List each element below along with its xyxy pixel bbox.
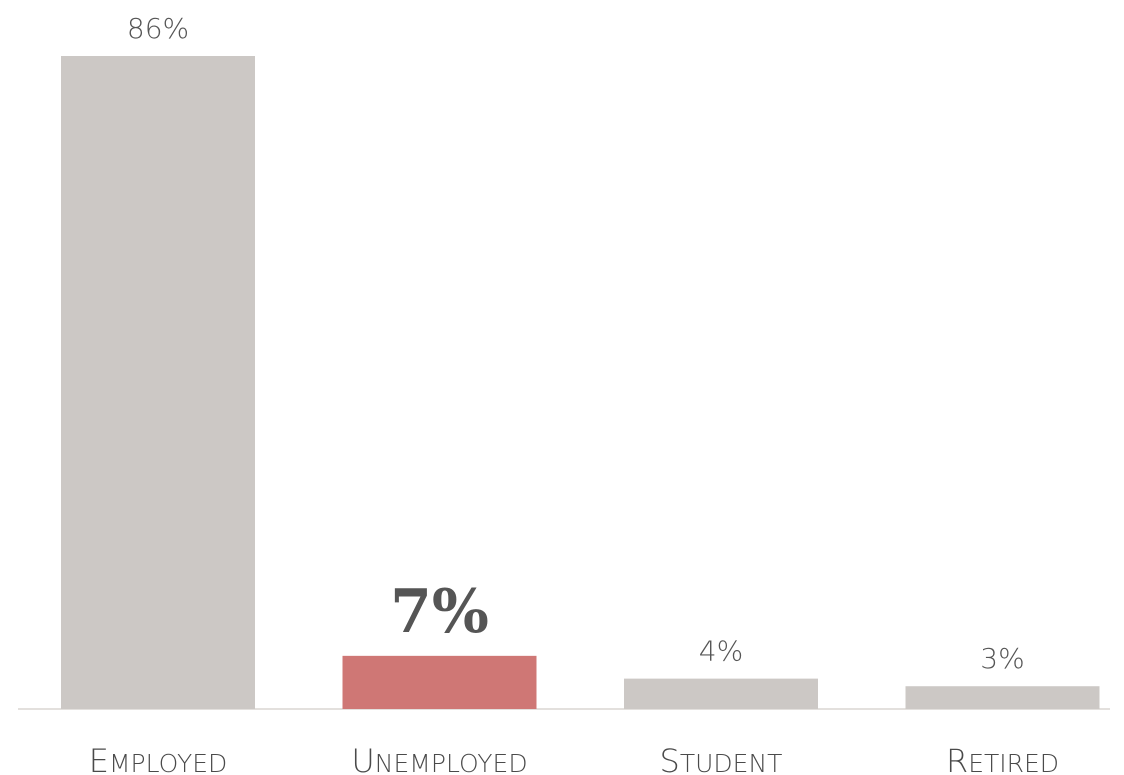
value-label-employed: 86% bbox=[127, 12, 189, 45]
category-label-retired: RETIRED bbox=[946, 742, 1059, 775]
bar-unemployed bbox=[342, 655, 537, 709]
value-label-student: 4% bbox=[699, 635, 743, 668]
bar-retired bbox=[905, 686, 1100, 709]
category-label-student: STUDENT bbox=[660, 742, 783, 775]
category-label-employed: EMPLOYED bbox=[89, 742, 228, 775]
category-label-unemployed: UNEMPLOYED bbox=[351, 742, 527, 775]
bar-student bbox=[624, 678, 818, 709]
bar-employed bbox=[61, 56, 255, 709]
bars-group bbox=[61, 56, 1100, 709]
value-labels-group: 86% 7% 4% 3% bbox=[127, 12, 1025, 675]
value-label-unemployed: 7% bbox=[390, 577, 489, 647]
category-labels-group: EMPLOYED UNEMPLOYED STUDENT RETIRED bbox=[89, 742, 1059, 775]
value-label-retired: 3% bbox=[980, 642, 1024, 675]
